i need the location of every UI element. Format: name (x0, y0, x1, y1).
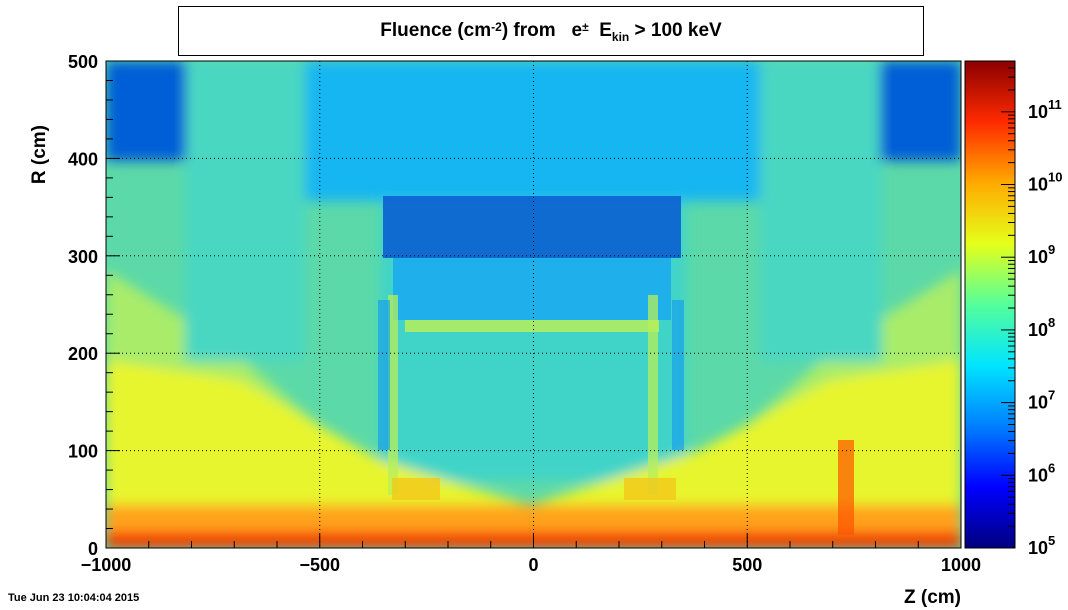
y-tick-label: 0 (88, 539, 98, 559)
colorbar-tick-label: 107 (1028, 388, 1055, 413)
region-dark-band (383, 196, 681, 258)
region-right-endcap-blue (672, 300, 684, 450)
x-tick-label: −1000 (81, 555, 132, 575)
y-axis-label: R (cm) (29, 125, 50, 184)
region-corner-tl (106, 61, 186, 161)
y-tick-labels: 0 100 200 300 400 500 (68, 52, 98, 559)
heatmap-field (106, 61, 961, 548)
title-cut: > 100 keV (634, 20, 722, 41)
region-left-endcap-blue (378, 300, 390, 450)
x-axis-label: Z (cm) (904, 587, 961, 608)
region-arch-left-leg (388, 295, 398, 495)
y-tick-label: 500 (68, 52, 98, 72)
region-upper-side-l (185, 61, 305, 361)
colorbar-tick-label: 1011 (1028, 97, 1062, 122)
title-middle: ) from (501, 20, 556, 41)
title-prefix: Fluence (cm (380, 20, 492, 41)
grid-y (106, 157, 961, 452)
footer-date: Tue Jun 23 10:04:04 2015 (8, 592, 140, 604)
region-arch-right-leg (648, 295, 658, 495)
region-corner-tr (880, 61, 961, 161)
y-tick-label: 100 (68, 442, 98, 462)
region-orange-spot-left (392, 478, 440, 500)
x-minor-ticks (105, 534, 962, 548)
region-orange-spot-right (624, 478, 676, 500)
title-particle-charge: ± (582, 20, 589, 34)
colorbar-tick-label: 105 (1028, 533, 1055, 558)
y-tick-label: 400 (68, 149, 98, 169)
title-particle: e (571, 20, 583, 41)
title-exponent: -2 (491, 20, 502, 34)
x-tick-label: 0 (528, 555, 538, 575)
region-upper-side-r (760, 61, 882, 361)
region-inner-box (393, 258, 671, 320)
region-red-spike-right (838, 440, 854, 535)
y-tick-label: 200 (68, 344, 98, 364)
y-minor-ticks (106, 60, 120, 549)
y-tick-label: 300 (68, 247, 98, 267)
x-tick-label: 1000 (941, 555, 981, 575)
colorbar-ticks (1001, 60, 1015, 549)
colorbar-tick-label: 106 (1028, 460, 1055, 485)
title-energy: E (599, 20, 612, 41)
x-tick-label: −500 (299, 555, 340, 575)
colorbar (964, 60, 1016, 549)
x-tick-label: 500 (732, 555, 762, 575)
region-inner-arch (405, 320, 659, 332)
x-tick-labels: −1000 −500 0 500 1000 (81, 555, 981, 575)
title-energy-sub: kin (611, 30, 630, 44)
colorbar-labels: 105 106 107 108 109 1010 1011 (1028, 97, 1063, 558)
colorbar-tick-label: 109 (1028, 242, 1055, 267)
colorbar-tick-label: 108 (1028, 315, 1055, 340)
colorbar-tick-label: 1010 (1028, 170, 1063, 195)
